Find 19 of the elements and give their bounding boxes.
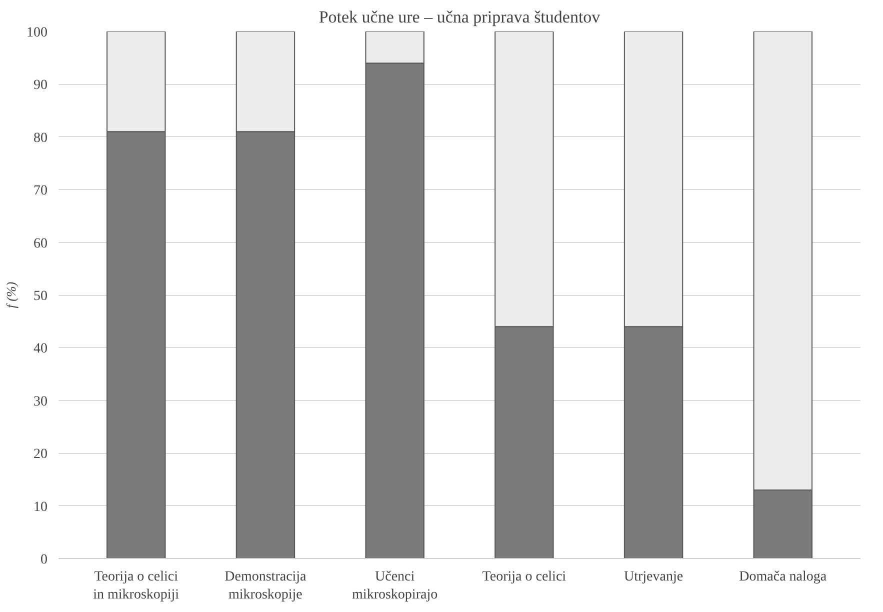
- y-tick-label: 30: [34, 394, 48, 410]
- x-tick-label: Domača naloga: [739, 570, 828, 584]
- y-tick-label: 70: [34, 184, 48, 199]
- y-tick-label: 10: [34, 500, 48, 515]
- y-axis-title: f (%): [4, 282, 18, 308]
- chart-title: Potek učne ure – učna priprava študentov: [318, 8, 601, 26]
- x-tick-label: Učenci mikroskopirajo: [352, 570, 438, 602]
- x-tick-label: Teorija o celici in mikroskopiji: [93, 570, 180, 602]
- x-tick-label: Demonstracija mikroskopije: [224, 570, 308, 602]
- y-tick-label: 90: [34, 78, 48, 94]
- x-tick-label: Utrjevanje: [624, 570, 684, 584]
- y-tick-label: 60: [34, 236, 48, 252]
- y-tick-label: 40: [34, 342, 48, 357]
- y-tick-label: 50: [34, 289, 48, 304]
- y-tick-label: 80: [34, 130, 48, 146]
- y-tick-label: 0: [40, 552, 48, 568]
- y-tick-label: 20: [34, 447, 48, 462]
- x-tick-label: Teorija o celici: [482, 570, 566, 584]
- y-tick-label: 100: [26, 26, 48, 40]
